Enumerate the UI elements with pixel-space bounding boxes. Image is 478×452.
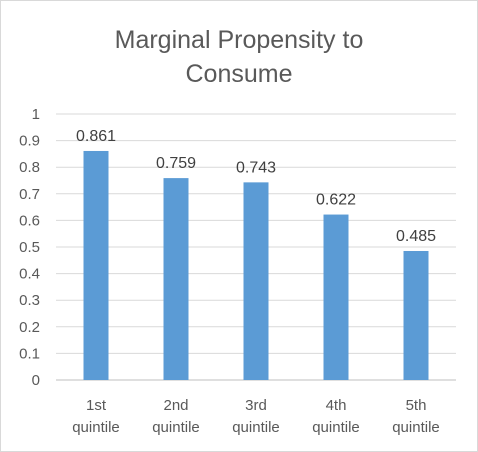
- y-tick-label: 0.6: [19, 212, 40, 229]
- data-label: 0.759: [156, 155, 196, 172]
- category-label: 4th: [326, 397, 347, 414]
- category-label: 1st: [86, 397, 107, 414]
- y-tick-label: 0.8: [19, 159, 40, 176]
- bar: [323, 214, 349, 380]
- category-label: quintile: [312, 419, 360, 436]
- data-labels: 0.861 0.759 0.743 0.622 0.485: [76, 128, 436, 245]
- category-label: quintile: [72, 419, 120, 436]
- y-tick-label: 0.2: [19, 319, 40, 336]
- category-label: 2nd: [163, 397, 188, 414]
- chart-title-line-1: Marginal Propensity to: [115, 26, 364, 54]
- y-tick-label: 0.1: [19, 345, 40, 362]
- data-label: 0.861: [76, 128, 116, 145]
- data-label: 0.743: [236, 159, 276, 176]
- bars: [83, 150, 429, 380]
- category-label: 3rd: [245, 397, 267, 414]
- category-label: 5th: [406, 397, 427, 414]
- category-label: quintile: [392, 419, 440, 436]
- category-label: quintile: [152, 419, 200, 436]
- y-tick-label: 0.7: [19, 186, 40, 203]
- chart-title-line-2: Consume: [186, 60, 293, 88]
- bar: [243, 182, 269, 380]
- y-tick-label: 1: [32, 106, 40, 123]
- y-axis-ticks: 0 0.1 0.2 0.3 0.4 0.5 0.6 0.7 0.8 0.9 1: [19, 106, 40, 389]
- bar: [83, 150, 109, 380]
- category-label: quintile: [232, 419, 280, 436]
- y-tick-label: 0.4: [19, 266, 40, 283]
- data-label: 0.622: [316, 192, 356, 209]
- x-axis-categories: 1st quintile 2nd quintile 3rd quintile 4th quin…: [72, 397, 440, 436]
- y-tick-label: 0: [32, 372, 40, 389]
- data-label: 0.485: [396, 228, 436, 245]
- y-tick-label: 0.3: [19, 292, 40, 309]
- bar: [403, 250, 429, 380]
- y-tick-label: 0.9: [19, 133, 40, 150]
- bar: [163, 178, 189, 380]
- y-tick-label: 0.5: [19, 239, 40, 256]
- chart-title: Marginal Propensity to Consume: [115, 26, 364, 88]
